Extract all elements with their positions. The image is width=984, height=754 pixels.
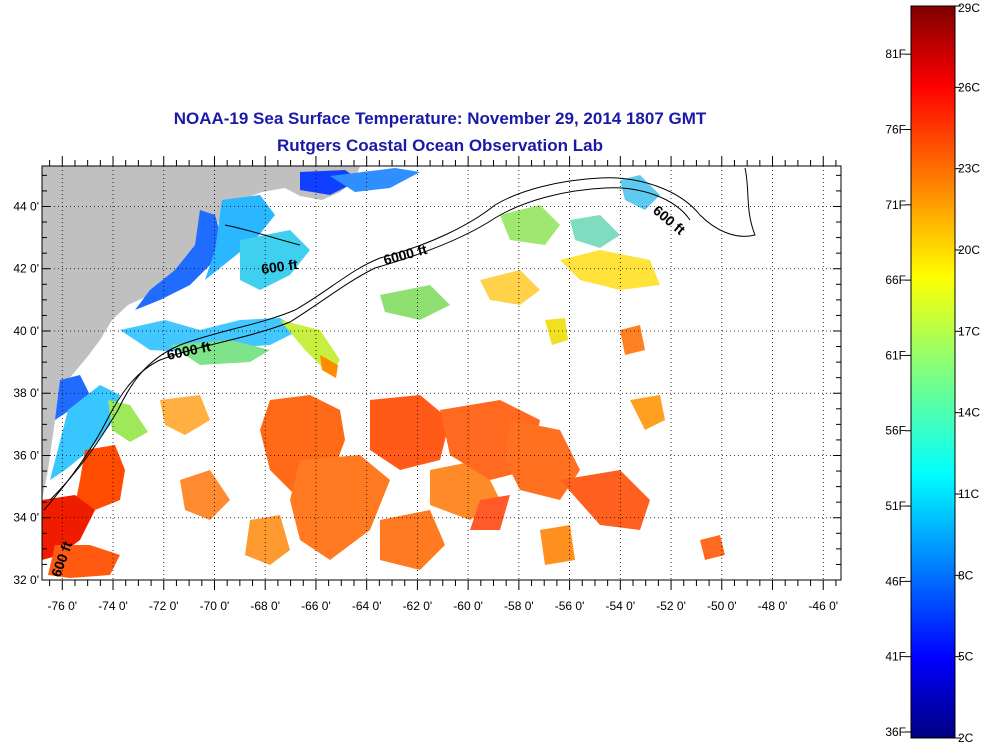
colorbar-fahrenheit-label: 41F — [885, 650, 906, 664]
lon-tick-label: -46 0' — [808, 599, 838, 613]
colorbar — [910, 5, 956, 739]
map-frame — [41, 165, 842, 581]
lon-tick-label: -62 0' — [403, 599, 433, 613]
colorbar-fahrenheit-label: 61F — [885, 348, 906, 362]
land-mass — [42, 166, 360, 500]
lon-tick-label: -54 0' — [605, 599, 635, 613]
lon-tick-label: -52 0' — [656, 599, 686, 613]
longitude-labels: -76 0' -74 0' -72 0' -70 0' -68 0' -66 0' -64 … — [47, 599, 838, 613]
colorbar-celsius-labels: 29C 26C 23C 20C 17C 14C 11C 8C 5C 2C — [955, 1, 980, 745]
lon-tick-label: -68 0' — [250, 599, 280, 613]
lat-tick-label: 36 0' — [13, 448, 39, 462]
lon-tick-label: -72 0' — [149, 599, 179, 613]
lon-tick-label: -48 0' — [758, 599, 788, 613]
colorbar-celsius-label: 14C — [958, 406, 980, 420]
colorbar-celsius-label: 11C — [958, 487, 979, 501]
lon-tick-label: -64 0' — [352, 599, 382, 613]
lon-tick-label: -56 0' — [555, 599, 585, 613]
lon-tick-label: -74 0' — [98, 599, 128, 613]
colorbar-celsius-label: 29C — [958, 1, 980, 15]
colorbar-celsius-label: 8C — [958, 568, 974, 582]
latitude-labels: 44 0' 42 0' 40 0' 38 0' 36 0' 34 0' 32 0' — [13, 199, 39, 587]
colorbar-fahrenheit-label: 81F — [885, 47, 906, 61]
sst-data — [42, 168, 725, 578]
colorbar-fahrenheit-label: 51F — [885, 499, 906, 513]
lat-tick-label: 42 0' — [13, 262, 39, 276]
lon-tick-label: -58 0' — [504, 599, 534, 613]
lon-tick-label: -76 0' — [47, 599, 77, 613]
colorbar-celsius-label: 5C — [958, 650, 974, 664]
colorbar-fahrenheit-labels: 81F 76F 71F 66F 61F 56F 51F 46F 41F 36F — [885, 47, 911, 739]
map-grid — [42, 166, 841, 580]
colorbar-celsius-label: 20C — [958, 243, 980, 257]
lon-tick-label: -60 0' — [453, 599, 483, 613]
colorbar-fahrenheit-label: 66F — [885, 273, 906, 287]
lat-tick-label: 40 0' — [13, 324, 39, 338]
lat-tick-label: 32 0' — [13, 573, 39, 587]
map-content: 600 ft 6000 ft 6000 ft 600 ft 600 ft — [42, 166, 841, 580]
lat-tick-label: 38 0' — [13, 386, 39, 400]
lat-tick-label: 34 0' — [13, 511, 39, 525]
map-ticks — [42, 156, 841, 590]
lon-tick-label: -50 0' — [707, 599, 737, 613]
lon-tick-label: -70 0' — [200, 599, 230, 613]
colorbar-fahrenheit-label: 71F — [885, 198, 906, 212]
colorbar-fahrenheit-label: 76F — [885, 123, 906, 137]
colorbar-celsius-label: 2C — [958, 731, 974, 745]
lat-tick-label: 44 0' — [13, 199, 39, 213]
colorbar-celsius-label: 23C — [958, 162, 980, 176]
colorbar-celsius-label: 26C — [958, 80, 980, 94]
depth-contours — [43, 167, 756, 511]
colorbar-celsius-label: 17C — [958, 324, 980, 338]
chart-title: NOAA-19 Sea Surface Temperature: Novembe… — [173, 109, 707, 128]
colorbar-fahrenheit-label: 36F — [885, 725, 906, 739]
chart-subtitle: Rutgers Coastal Ocean Observation Lab — [277, 136, 603, 155]
lon-tick-label: -66 0' — [301, 599, 331, 613]
contour-label: 600 ft — [260, 256, 299, 277]
colorbar-fahrenheit-label: 56F — [885, 424, 906, 438]
colorbar-fahrenheit-label: 46F — [885, 574, 906, 588]
